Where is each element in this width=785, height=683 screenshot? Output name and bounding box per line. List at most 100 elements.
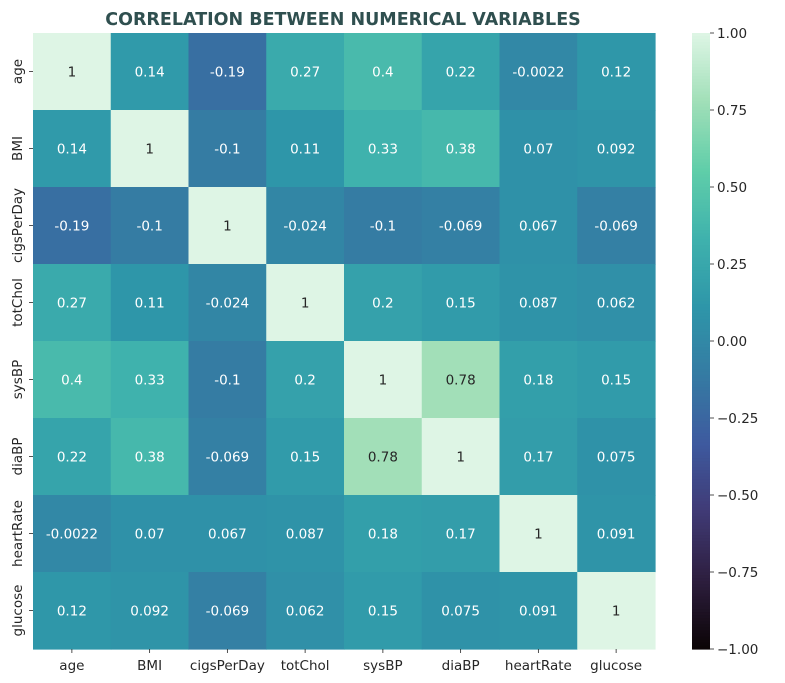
cell-value-label: 0.78 — [368, 450, 398, 466]
colorbar-segment — [692, 171, 710, 176]
cell-value-label: -0.069 — [439, 219, 483, 235]
colorbar-segment — [692, 482, 710, 487]
heatmap-cell — [499, 341, 578, 419]
colorbar-segment — [692, 599, 710, 604]
colorbar-segment — [692, 69, 710, 74]
colorbar-segment — [692, 285, 710, 290]
cell-value-label: 0.18 — [523, 373, 553, 389]
cell-value-label: -0.1 — [370, 219, 396, 235]
colorbar-segment — [692, 239, 710, 244]
colorbar-segment — [692, 236, 710, 240]
colorbar-segment — [692, 91, 710, 96]
colorbar-segment — [692, 538, 710, 542]
cell-value-label: 0.33 — [368, 142, 398, 158]
colorbar-segment — [692, 54, 710, 59]
heatmap-cell — [577, 264, 656, 342]
x-tick-label: age — [59, 658, 84, 674]
cell-value-label: 1 — [534, 527, 543, 543]
heatmap-cell — [110, 341, 190, 419]
colorbar-segment — [692, 276, 710, 280]
colorbar-segment — [692, 140, 710, 145]
cell-value-label: 0.38 — [135, 450, 165, 466]
cell-value-label: 0.15 — [290, 450, 320, 466]
colorbar-segment — [692, 79, 710, 83]
colorbar-segment — [692, 353, 710, 357]
heatmap-cells: 1 0.14 -0.19 0.27 0.4 0.22 -0.0022 0.12 0.14 1 -0.… — [33, 33, 656, 650]
cell-value-label: 0.2 — [372, 296, 393, 312]
heatmap-cell — [577, 572, 656, 650]
colorbar-segment — [692, 362, 710, 367]
colorbar-segment — [692, 66, 710, 71]
colorbar-segment — [692, 82, 710, 86]
colorbar-segment — [692, 162, 710, 167]
cell-value-label: 0.15 — [368, 604, 398, 620]
colorbar-segment — [692, 498, 710, 502]
heatmap-cell — [266, 495, 345, 573]
x-tick-label: glucose — [590, 658, 642, 674]
colorbar-segment — [692, 57, 710, 62]
colorbar-segment — [692, 633, 710, 638]
x-axis: age BMI cigsPerDay totChol sysBP diaBP heartRa… — [59, 649, 642, 674]
colorbar-segment — [692, 119, 710, 123]
heatmap-cell — [110, 187, 190, 265]
heatmap-cell — [33, 110, 112, 188]
cell-value-label: 1 — [68, 65, 77, 81]
colorbar-segment — [692, 344, 710, 348]
colorbar-segment — [692, 608, 710, 613]
cell-value-label: 0.27 — [290, 65, 320, 81]
heatmap-cell — [33, 264, 112, 342]
cell-value-label: 0.78 — [446, 373, 476, 389]
colorbar-segment — [692, 491, 710, 496]
colorbar-segment — [692, 485, 710, 490]
colorbar-segment — [692, 605, 710, 610]
colorbar-segment — [692, 421, 710, 425]
colorbar-segment — [692, 433, 710, 438]
heatmap-cell — [188, 264, 267, 342]
colorbar-segment — [692, 516, 710, 521]
x-tick-label: cigsPerDay — [190, 658, 265, 674]
colorbar-segment — [692, 165, 710, 170]
cell-value-label: 0.14 — [57, 142, 87, 158]
colorbar-segment — [692, 297, 710, 302]
heatmap-cell — [421, 187, 501, 265]
heatmap-cell — [344, 264, 423, 342]
heatmap-cell — [344, 341, 423, 419]
colorbar-segment — [692, 116, 710, 120]
colorbar-segment — [692, 501, 710, 505]
colorbar-segment — [692, 331, 710, 336]
cell-value-label: 1 — [223, 219, 232, 235]
colorbar-segment — [692, 396, 710, 401]
colorbar-segment — [692, 73, 710, 77]
colorbar-segment — [692, 227, 710, 231]
colorbar-segment — [692, 128, 710, 133]
colorbar-tick-label: 1.00 — [717, 26, 747, 42]
heatmap-cell — [110, 264, 190, 342]
heatmap-cell — [499, 264, 578, 342]
y-tick-label: cigsPerDay — [10, 188, 26, 263]
colorbar-segment — [692, 350, 710, 354]
colorbar-segment — [692, 547, 710, 552]
colorbar-segment — [692, 553, 710, 558]
colorbar-segment — [692, 556, 710, 561]
cell-value-label: -0.069 — [594, 219, 638, 235]
colorbar-segment — [692, 390, 710, 394]
colorbar-segment — [692, 48, 710, 53]
cell-value-label: -0.069 — [206, 604, 250, 620]
colorbar-segment — [692, 402, 710, 407]
colorbar-segment — [692, 612, 710, 616]
heatmap-cell — [266, 418, 345, 496]
heatmap-cell — [577, 33, 656, 111]
colorbar-segment — [692, 223, 710, 228]
colorbar-segment — [692, 60, 710, 65]
heatmap-cell — [421, 264, 501, 342]
colorbar-segment — [692, 45, 710, 49]
colorbar-segment — [692, 205, 710, 210]
colorbar-segment — [692, 137, 710, 142]
colorbar-segment — [692, 565, 710, 570]
colorbar-segment — [692, 85, 710, 90]
colorbar-segment — [692, 504, 710, 508]
colorbar-segment — [692, 94, 710, 99]
colorbar-segment — [692, 522, 710, 527]
x-tick-label: BMI — [137, 658, 162, 674]
colorbar-segment — [692, 337, 710, 342]
